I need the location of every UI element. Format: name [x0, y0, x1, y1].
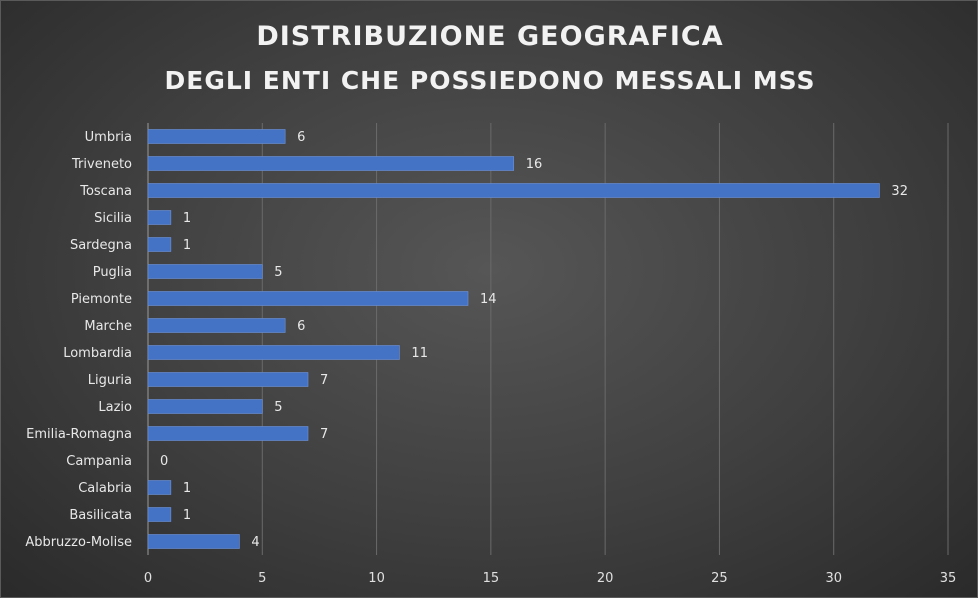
bar	[147, 399, 263, 414]
data-label: 16	[526, 157, 543, 172]
data-label: 1	[183, 238, 191, 253]
data-label: 6	[297, 130, 305, 145]
data-label: 4	[251, 535, 259, 550]
bar	[147, 129, 286, 144]
x-tick-label: 0	[144, 571, 152, 586]
data-label: 1	[183, 211, 191, 226]
bar	[147, 291, 469, 306]
bar	[147, 345, 400, 360]
data-label: 0	[160, 454, 168, 469]
bar	[147, 237, 172, 252]
bar	[147, 534, 240, 549]
data-label: 7	[320, 427, 328, 442]
category-label: Campania	[66, 454, 132, 469]
bar	[147, 318, 286, 333]
x-tick-label: 30	[825, 571, 842, 586]
category-label: Marche	[84, 319, 132, 334]
x-tick-label: 20	[597, 571, 614, 586]
data-label: 5	[274, 400, 282, 415]
bar	[147, 264, 263, 279]
data-label: 6	[297, 319, 305, 334]
category-label: Emilia-Romagna	[26, 427, 132, 442]
data-label: 11	[411, 346, 428, 361]
category-label: Toscana	[79, 184, 132, 199]
data-label: 1	[183, 508, 191, 523]
category-label: Umbria	[85, 130, 132, 145]
data-label: 5	[274, 265, 282, 280]
bar	[147, 183, 880, 198]
category-label: Abbruzzo-Molise	[25, 535, 132, 550]
x-tick-label: 35	[940, 571, 957, 586]
data-label: 7	[320, 373, 328, 388]
category-label: Lombardia	[63, 346, 132, 361]
chart-title: DISTRIBUZIONE GEOGRAFICA DEGLI ENTI CHE …	[1, 15, 977, 103]
data-label: 32	[891, 184, 908, 199]
category-label: Lazio	[98, 400, 132, 415]
bar	[147, 156, 515, 171]
category-label: Piemonte	[71, 292, 132, 307]
bar	[147, 480, 172, 495]
bar	[147, 426, 309, 441]
category-label: Triveneto	[71, 157, 132, 172]
x-tick-label: 5	[258, 571, 266, 586]
category-label: Calabria	[78, 481, 132, 496]
x-tick-label: 25	[711, 571, 728, 586]
category-label: Liguria	[88, 373, 132, 388]
data-label: 14	[480, 292, 497, 307]
bar	[147, 210, 172, 225]
bar	[147, 507, 172, 522]
chart-title-line1: DISTRIBUZIONE GEOGRAFICA	[256, 21, 724, 52]
category-label: Sicilia	[94, 211, 132, 226]
category-label: Puglia	[93, 265, 132, 280]
category-label: Basilicata	[69, 508, 132, 523]
x-tick-label: 15	[483, 571, 500, 586]
bar	[147, 372, 309, 387]
data-label: 1	[183, 481, 191, 496]
x-tick-label: 10	[368, 571, 385, 586]
chart-title-line2: DEGLI ENTI CHE POSSIEDONO MESSALI MSS	[164, 66, 816, 95]
category-label: Sardegna	[70, 238, 132, 253]
